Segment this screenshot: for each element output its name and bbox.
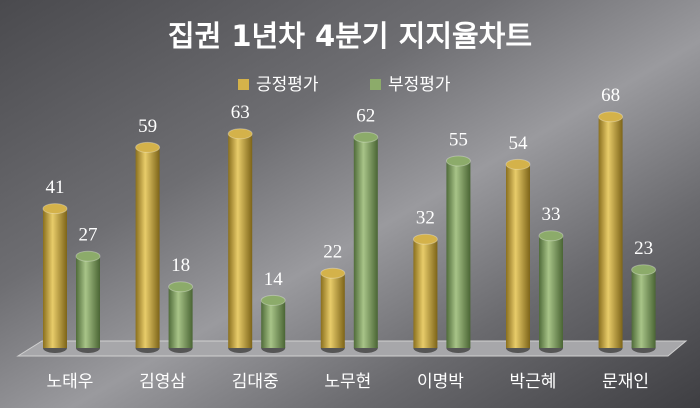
bar [539,235,563,348]
bar-top [75,250,101,262]
x-tick-label: 김대중 [232,372,279,392]
bar-top [505,158,531,170]
legend-label: 부정평가 [388,75,451,95]
bar [598,116,623,348]
bar-top [412,233,438,245]
bar [446,161,471,348]
bar [506,164,530,348]
value-label: 62 [356,106,375,127]
bar-top [598,111,624,123]
value-label: 22 [323,242,342,263]
value-label: 54 [509,133,529,154]
bar [353,137,378,348]
legend: 긍정평가 부정평가 [238,75,451,95]
bar [228,133,253,348]
bar-top [168,281,194,293]
value-label: 33 [542,204,561,225]
bar-top [353,131,379,143]
value-label: 68 [601,85,620,106]
value-label: 55 [449,129,468,150]
value-label: 27 [79,225,98,246]
x-tick-label: 김영삼 [139,372,186,392]
x-tick-label: 박근혜 [510,372,557,392]
x-tick-label: 노무현 [324,372,371,392]
bar [135,147,160,348]
chart-title: 집권 1년차 4분기 지지율차트 [168,19,532,53]
bar [76,256,100,348]
bar [631,269,656,348]
value-label: 59 [138,116,157,137]
value-label: 14 [264,269,284,290]
bar-top [260,294,286,306]
bar [320,273,345,348]
value-label: 23 [634,238,653,259]
legend-swatch [238,79,249,90]
bar-top [42,203,68,215]
bar-top [135,141,161,153]
bar-top [538,230,564,242]
bar-top [227,128,253,140]
bar-top [445,155,471,167]
bar-top [631,264,657,276]
bar [261,300,286,348]
value-label: 63 [231,102,250,123]
legend-label: 긍정평가 [256,75,319,95]
legend-swatch [370,79,381,90]
x-tick-label: 문재인 [602,372,649,392]
value-label: 32 [416,208,435,229]
bar [168,286,193,348]
bar [413,239,438,348]
x-tick-label: 노태우 [47,372,94,392]
value-label: 18 [171,255,190,276]
bar [43,208,67,348]
bar-top [320,267,346,279]
floor [16,340,688,357]
x-tick-label: 이명박 [417,372,464,392]
value-label: 41 [46,177,65,198]
